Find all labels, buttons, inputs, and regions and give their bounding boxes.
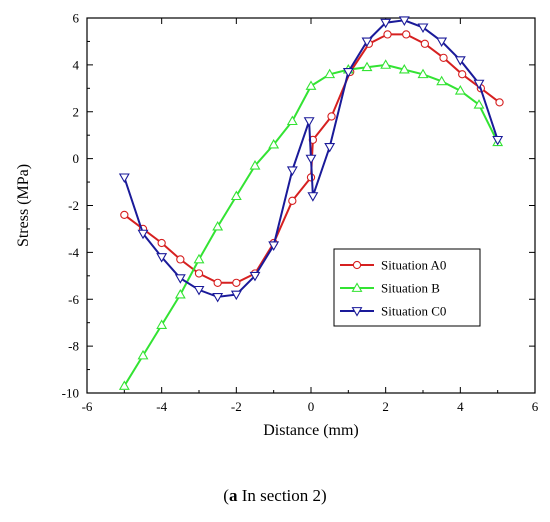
data-point xyxy=(249,160,261,170)
data-point xyxy=(303,117,315,127)
legend-entry: Situation B xyxy=(381,281,440,296)
legend-marker xyxy=(352,260,362,270)
data-point xyxy=(156,253,168,263)
series-line xyxy=(123,63,499,387)
y-tick-label: 4 xyxy=(73,57,80,72)
x-tick-label: 4 xyxy=(457,399,464,414)
data-point xyxy=(473,99,485,109)
data-point xyxy=(398,63,410,74)
data-point xyxy=(118,380,130,390)
data-point xyxy=(176,255,185,264)
axes: -6 -4 -2 0 2 4 6 -10 -8 -6 -4 -2 0 2 4 6 xyxy=(62,11,539,415)
series-lines xyxy=(118,16,504,390)
data-point xyxy=(193,253,205,264)
data-point xyxy=(268,138,280,149)
data-point xyxy=(137,349,149,360)
data-point xyxy=(342,67,354,78)
data-point xyxy=(436,75,448,86)
data-point xyxy=(324,68,336,79)
data-point xyxy=(383,30,392,39)
data-point xyxy=(439,53,448,62)
y-tick-label: -8 xyxy=(68,339,79,354)
legend-marker xyxy=(351,282,363,292)
data-point xyxy=(454,85,466,95)
data-point xyxy=(417,68,429,79)
data-point xyxy=(249,271,261,282)
data-point xyxy=(454,56,466,66)
data-point xyxy=(436,37,448,48)
data-point xyxy=(193,285,205,296)
data-point xyxy=(286,115,298,126)
data-point xyxy=(307,192,319,202)
data-point xyxy=(417,23,429,33)
data-point xyxy=(156,319,168,329)
data-point xyxy=(194,269,204,278)
series-1 xyxy=(118,59,504,390)
x-tick-label: 0 xyxy=(308,399,315,414)
x-axis-label: Distance (mm) xyxy=(263,422,359,439)
data-point xyxy=(286,166,298,176)
x-tick-label: 2 xyxy=(382,399,389,414)
legend-entry: Situation A0 xyxy=(381,258,446,273)
data-point xyxy=(213,278,222,287)
y-tick-label: -10 xyxy=(62,386,79,401)
data-point xyxy=(212,292,224,303)
data-point xyxy=(288,196,297,205)
data-point xyxy=(324,142,336,153)
y-tick-label: -2 xyxy=(68,198,79,213)
data-point xyxy=(495,98,504,107)
data-point xyxy=(492,135,504,146)
data-point xyxy=(174,274,186,284)
series-2 xyxy=(118,16,504,303)
x-tick-label: -2 xyxy=(231,399,242,414)
data-point xyxy=(473,79,485,90)
data-point xyxy=(212,220,224,231)
legend-entry: Situation C0 xyxy=(381,304,446,319)
data-point xyxy=(361,61,373,72)
x-tick-label: 6 xyxy=(532,399,539,414)
y-tick-label: -6 xyxy=(68,292,79,307)
caption-text: In section 2 xyxy=(237,486,322,505)
x-tick-label: -4 xyxy=(156,399,167,414)
y-tick-label: -4 xyxy=(68,245,79,260)
y-tick-label: 2 xyxy=(73,104,80,119)
data-point xyxy=(420,39,430,48)
data-point xyxy=(120,210,129,220)
y-tick-label: 6 xyxy=(73,11,80,26)
caption-letter: a xyxy=(228,486,238,505)
figure-caption: (a In section 2) xyxy=(223,486,327,505)
data-point xyxy=(305,154,317,165)
data-point xyxy=(398,16,410,26)
data-point xyxy=(327,112,336,121)
data-point xyxy=(174,288,186,299)
y-tick-label: 0 xyxy=(73,151,80,166)
data-point xyxy=(305,80,317,90)
legend-marker xyxy=(351,307,363,317)
data-point xyxy=(118,173,130,183)
data-point xyxy=(157,238,166,248)
legend: Situation A0 Situation B Situation C0 xyxy=(333,248,481,327)
data-point xyxy=(361,37,373,48)
data-point xyxy=(402,30,411,39)
data-point xyxy=(268,241,280,251)
y-axis-label: Stress (MPa) xyxy=(15,164,32,247)
data-point xyxy=(232,278,241,287)
data-point xyxy=(380,59,392,69)
data-point xyxy=(458,70,467,79)
data-point xyxy=(380,18,392,29)
data-point xyxy=(230,190,242,201)
data-point xyxy=(137,229,149,240)
x-tick-label: -6 xyxy=(82,399,93,414)
data-point xyxy=(230,290,242,301)
